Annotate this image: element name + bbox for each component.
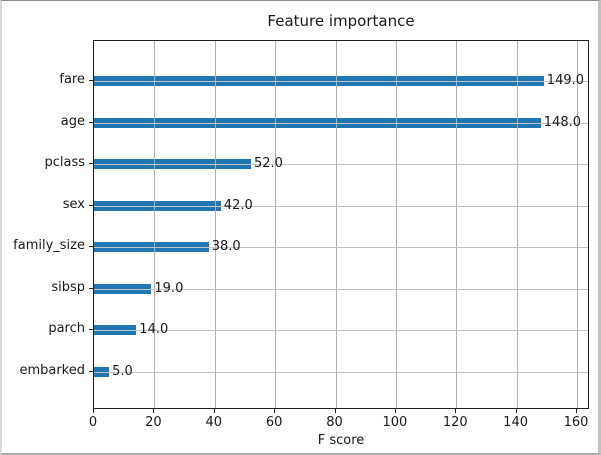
y-tick-mark bbox=[89, 329, 93, 330]
x-gridline bbox=[275, 41, 277, 408]
x-tick-label: 80 bbox=[326, 415, 343, 430]
y-tick-label-embarked: embarked bbox=[19, 362, 85, 378]
x-tick-label: 60 bbox=[265, 415, 283, 430]
x-tick-mark bbox=[576, 409, 577, 413]
y-gridline bbox=[94, 205, 588, 207]
x-axis-label: F score bbox=[317, 433, 365, 448]
x-tick-label: 160 bbox=[563, 415, 589, 430]
plot-area: 149.0 148.0 52.0 42.0 38.0 19.0 14.0 5.0 bbox=[93, 40, 589, 409]
bar-value-label: 42.0 bbox=[223, 197, 253, 213]
x-tick-mark bbox=[213, 409, 215, 413]
y-tick-mark bbox=[89, 287, 93, 289]
bar-value-label: 5.0 bbox=[112, 363, 133, 379]
bar-value-label: 148.0 bbox=[543, 114, 582, 130]
x-gridline bbox=[154, 41, 156, 408]
y-tick-mark bbox=[89, 163, 93, 164]
x-gridline bbox=[456, 41, 458, 408]
x-tick-mark bbox=[455, 409, 457, 413]
y-tick-label-fare: fare bbox=[59, 72, 85, 87]
chart-title: Feature importance bbox=[267, 12, 415, 30]
x-tick-label: 100 bbox=[382, 415, 408, 430]
x-tick-mark bbox=[515, 409, 517, 413]
x-gridline bbox=[335, 41, 337, 408]
x-tick-label: 140 bbox=[503, 415, 528, 430]
y-gridline bbox=[94, 164, 588, 165]
y-tick-label-age: age bbox=[60, 113, 85, 129]
x-tick-label: 20 bbox=[145, 415, 162, 430]
x-gridline bbox=[214, 41, 216, 408]
bar-value-label: 149.0 bbox=[546, 73, 585, 88]
x-tick-mark bbox=[153, 409, 155, 413]
y-tick-mark bbox=[89, 80, 93, 81]
y-tick-label-pclass: pclass bbox=[44, 155, 85, 170]
x-tick-label: 40 bbox=[205, 415, 223, 430]
x-gridline bbox=[395, 41, 397, 408]
y-tick-mark bbox=[89, 204, 93, 206]
y-tick-label-parch: parch bbox=[48, 321, 85, 336]
y-gridline bbox=[94, 371, 588, 373]
x-tick-mark bbox=[93, 409, 94, 413]
y-gridline bbox=[94, 122, 588, 124]
y-tick-mark bbox=[89, 121, 93, 123]
y-gridline bbox=[94, 81, 588, 82]
y-tick-mark bbox=[89, 246, 93, 247]
x-tick-label: 120 bbox=[442, 415, 468, 430]
bar-value-label: 38.0 bbox=[211, 239, 241, 254]
y-tick-label-sibsp: sibsp bbox=[51, 279, 85, 295]
bar-value-label: 19.0 bbox=[154, 280, 184, 296]
y-tick-label-sex: sex bbox=[62, 196, 85, 212]
x-gridline bbox=[516, 41, 518, 408]
y-tick-mark bbox=[89, 370, 93, 372]
bar-value-label: 14.0 bbox=[139, 322, 169, 337]
y-gridline bbox=[94, 330, 588, 331]
x-gridline bbox=[577, 41, 578, 408]
x-tick-label: 0 bbox=[88, 415, 98, 430]
x-tick-mark bbox=[394, 409, 396, 413]
x-tick-mark bbox=[334, 409, 336, 413]
y-gridline bbox=[94, 288, 588, 290]
y-gridline bbox=[94, 247, 588, 248]
y-tick-label-family_size: family_size bbox=[13, 238, 85, 253]
x-tick-mark bbox=[274, 409, 276, 413]
bar-value-label: 52.0 bbox=[254, 156, 283, 171]
